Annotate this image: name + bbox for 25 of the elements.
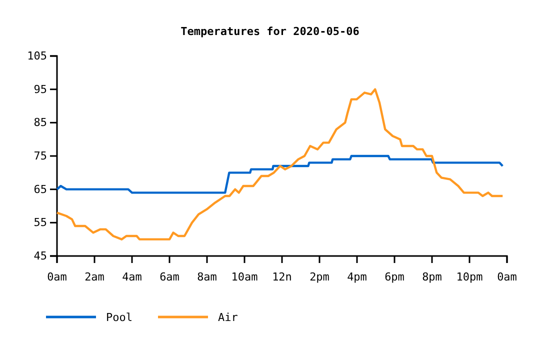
line-series (56, 154, 504, 194)
y-tick-label: 65 (34, 182, 47, 196)
x-tick-label: 2am (84, 270, 105, 284)
x-tick-label: 2pm (310, 270, 330, 284)
y-tick-label: 95 (34, 82, 47, 96)
x-tick-label: 8am (197, 270, 218, 284)
y-tick-label: 75 (34, 150, 47, 163)
y-tick-label: 55 (34, 216, 47, 230)
x-tick-label: 10pm (456, 270, 484, 284)
x-tick-label: 10am (231, 270, 258, 284)
x-tick-label: 0am (47, 270, 68, 284)
y-tick-label: 105 (27, 50, 47, 63)
x-tick-label: 8pm (422, 270, 442, 284)
legend-label: Air (218, 311, 238, 324)
x-tick-label: 12n (272, 270, 292, 284)
x-tick-label: 6am (160, 270, 180, 284)
x-tick-label: 0am (497, 270, 518, 284)
x-tick-label: 4pm (347, 270, 368, 284)
chart-title: Temperatures for 2020-05-06 (180, 25, 360, 38)
y-tick-label: 85 (34, 116, 47, 130)
legend-label: Pool (106, 311, 132, 324)
x-tick-label: 4am (122, 270, 142, 284)
y-tick-label: 45 (34, 250, 47, 263)
x-tick-label: 6pm (384, 270, 405, 284)
line-series (56, 88, 504, 240)
